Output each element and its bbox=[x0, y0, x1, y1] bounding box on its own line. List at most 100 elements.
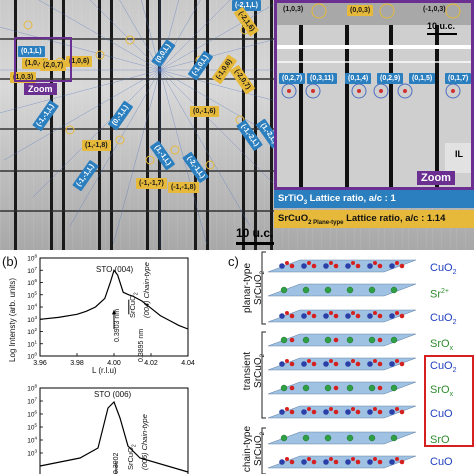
y-tick-label: 103 bbox=[27, 315, 37, 324]
radial-guide-line bbox=[159, 0, 282, 71]
radial-guide-line bbox=[38, 0, 161, 71]
group-label-transient: transient SrCuO2 bbox=[242, 334, 269, 408]
o-atom bbox=[285, 407, 289, 411]
zoom-region-box: Zoom bbox=[14, 37, 72, 95]
y-tick-exponent: 0 bbox=[34, 352, 37, 357]
cu-atom bbox=[279, 313, 285, 319]
sr-atom bbox=[346, 336, 354, 344]
chart-ylabel: Log Intensty (arb. units) bbox=[8, 277, 17, 362]
lattice-line-vertical bbox=[98, 0, 101, 250]
sr-atom bbox=[368, 384, 376, 392]
inset-scale-bar bbox=[427, 33, 457, 35]
film-label-006-l1: SrCuO bbox=[126, 447, 135, 470]
diffraction-spot bbox=[170, 145, 180, 155]
legend-gold-sub: 2 Plane-type bbox=[308, 219, 344, 226]
o-atom bbox=[289, 409, 295, 415]
o-atom bbox=[311, 361, 317, 367]
sr-atom bbox=[346, 384, 354, 392]
o-atom bbox=[289, 361, 295, 367]
y-tick-label-2: 106 bbox=[27, 410, 37, 419]
reflection-tag: (1,0,6) bbox=[66, 56, 93, 67]
cu-atom bbox=[367, 361, 373, 367]
inset-row-tag: (0,2,7) bbox=[279, 73, 306, 84]
radial-guide-line bbox=[119, 0, 161, 71]
group-bracket bbox=[261, 427, 266, 474]
inset-scale-label: 10 u.c. bbox=[427, 21, 456, 31]
lattice-line-horizontal bbox=[0, 128, 274, 130]
sr-atom bbox=[280, 286, 288, 294]
cu-atom bbox=[345, 313, 351, 319]
y-tick-label: 100 bbox=[27, 352, 37, 361]
radial-guide-line bbox=[69, 69, 161, 227]
zoom-label: Zoom bbox=[24, 83, 57, 95]
o-atom bbox=[289, 337, 295, 343]
lattice-line-vertical bbox=[206, 0, 209, 250]
y-tick-label-2: 103 bbox=[27, 449, 37, 458]
inset-zoom-label: Zoom bbox=[417, 171, 455, 185]
inset-image bbox=[277, 3, 471, 187]
sr-atom bbox=[302, 286, 310, 294]
layer-label-sub: 2 bbox=[452, 319, 457, 327]
peak-label-006: STO (006) bbox=[94, 390, 132, 399]
o-atom bbox=[285, 359, 289, 363]
diffraction-spot bbox=[65, 125, 75, 135]
o-atom bbox=[307, 261, 311, 265]
diffraction-spot bbox=[205, 160, 215, 170]
inset-white-line bbox=[277, 45, 471, 49]
reflection-tag: (1,0,3) bbox=[10, 72, 37, 83]
o-atom bbox=[355, 361, 361, 367]
o-atom bbox=[333, 459, 339, 465]
stem-stripe bbox=[273, 0, 274, 250]
radial-guide-line bbox=[32, 69, 161, 198]
group-label-planar: planar-type SrCuO2 bbox=[242, 258, 269, 318]
layer-label-text: Sr bbox=[430, 288, 441, 301]
o-atom bbox=[307, 407, 311, 411]
layer-label-text: CuO bbox=[430, 360, 453, 372]
layer-plane bbox=[267, 259, 417, 273]
o-atom bbox=[333, 313, 339, 319]
o-atom bbox=[311, 313, 317, 319]
y-tick-label: 107 bbox=[27, 266, 37, 275]
cu-atom bbox=[301, 459, 307, 465]
o-atom bbox=[329, 311, 333, 315]
radial-guide-line bbox=[159, 0, 231, 71]
cu-atom bbox=[279, 263, 285, 269]
stem-stripe bbox=[18, 0, 19, 250]
o-atom bbox=[399, 263, 405, 269]
layer-plane bbox=[267, 455, 417, 469]
stem-stripe bbox=[72, 0, 73, 250]
radial-guide-line bbox=[159, 69, 251, 227]
o-atom bbox=[333, 361, 339, 367]
group-planar-l2: SrCuO bbox=[253, 274, 264, 305]
reflection-tag: (0,1,L) bbox=[18, 46, 45, 57]
sr-atom bbox=[280, 434, 288, 442]
layer-label-text: SrO bbox=[430, 384, 450, 396]
inset-lattice-line bbox=[299, 25, 303, 187]
lattice-line-vertical bbox=[62, 0, 65, 250]
group-chain-sub: 2 bbox=[260, 432, 266, 436]
cu-atom bbox=[389, 409, 395, 415]
d-spacing-006: 0.3902 bbox=[113, 452, 120, 474]
cu-atom bbox=[389, 459, 395, 465]
arrow-head bbox=[112, 309, 116, 315]
stem-stripe bbox=[177, 0, 178, 250]
y-tick-exponent: 4 bbox=[34, 303, 37, 308]
stem-stripe bbox=[168, 0, 169, 250]
legend-blue-sub: 3 bbox=[303, 199, 308, 206]
o-atom bbox=[355, 263, 361, 269]
reflection-tag: (2,0,7) bbox=[40, 60, 67, 71]
stem-stripe bbox=[96, 0, 97, 250]
inset-spot bbox=[379, 89, 383, 93]
lattice-line-horizontal bbox=[0, 38, 274, 40]
inset-white-line bbox=[277, 61, 471, 63]
stem-stripe bbox=[48, 0, 49, 250]
reflection-tag: (1,0,4) bbox=[22, 58, 49, 69]
layer-label-text: CuO bbox=[430, 312, 453, 324]
inset-row-tag: (0,1,5) bbox=[409, 73, 436, 84]
o-atom bbox=[395, 457, 399, 461]
x-tick-label: 4.02 bbox=[144, 360, 158, 367]
lattice-line-vertical bbox=[158, 0, 161, 250]
o-atom bbox=[395, 311, 399, 315]
chart-xlabel: L (r.l.u) bbox=[92, 366, 117, 375]
radial-guide-line bbox=[89, 0, 161, 71]
